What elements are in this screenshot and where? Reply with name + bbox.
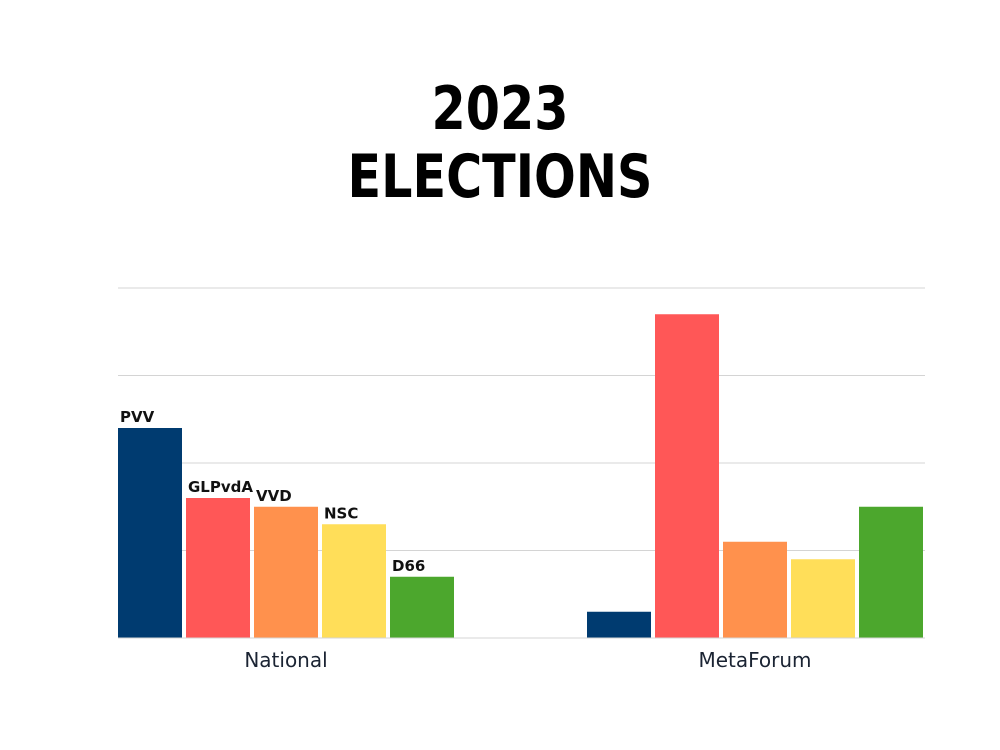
x-axis: National MetaForum (118, 637, 925, 672)
bar-vvd-national (254, 506, 318, 638)
bar-pvv-national (118, 428, 182, 638)
bar-glpvda-metaforum (655, 314, 719, 638)
category-label-national: National (244, 648, 327, 672)
grid-lines (118, 287, 925, 551)
bar-vvd-metaforum (723, 541, 787, 638)
bar-d66-national (390, 576, 454, 638)
chart-title-line-1: 2023 (431, 74, 569, 144)
bar-glpvda-national (186, 498, 250, 638)
bar-labels: PVV GLPvdA VVD NSC D66 (120, 408, 425, 575)
bar-label-d66: D66 (392, 557, 425, 575)
bar-nsc-national (322, 524, 386, 638)
bar-nsc-metaforum (791, 559, 855, 638)
bar-label-nsc: NSC (324, 504, 358, 522)
bar-pvv-metaforum (587, 611, 651, 638)
bars (118, 314, 923, 638)
bar-d66-metaforum (859, 506, 923, 638)
bar-label-pvv: PVV (120, 408, 155, 426)
bar-label-vvd: VVD (256, 487, 292, 505)
chart-title-line-2: ELECTIONS (347, 142, 653, 212)
bar-label-glpvda: GLPvdA (188, 478, 253, 496)
category-label-metaforum: MetaForum (698, 648, 811, 672)
